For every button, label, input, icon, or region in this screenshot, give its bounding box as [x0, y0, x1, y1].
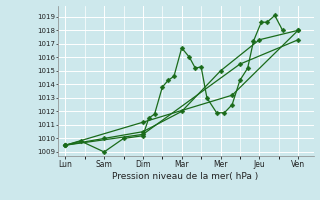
X-axis label: Pression niveau de la mer( hPa ): Pression niveau de la mer( hPa )	[112, 172, 259, 181]
